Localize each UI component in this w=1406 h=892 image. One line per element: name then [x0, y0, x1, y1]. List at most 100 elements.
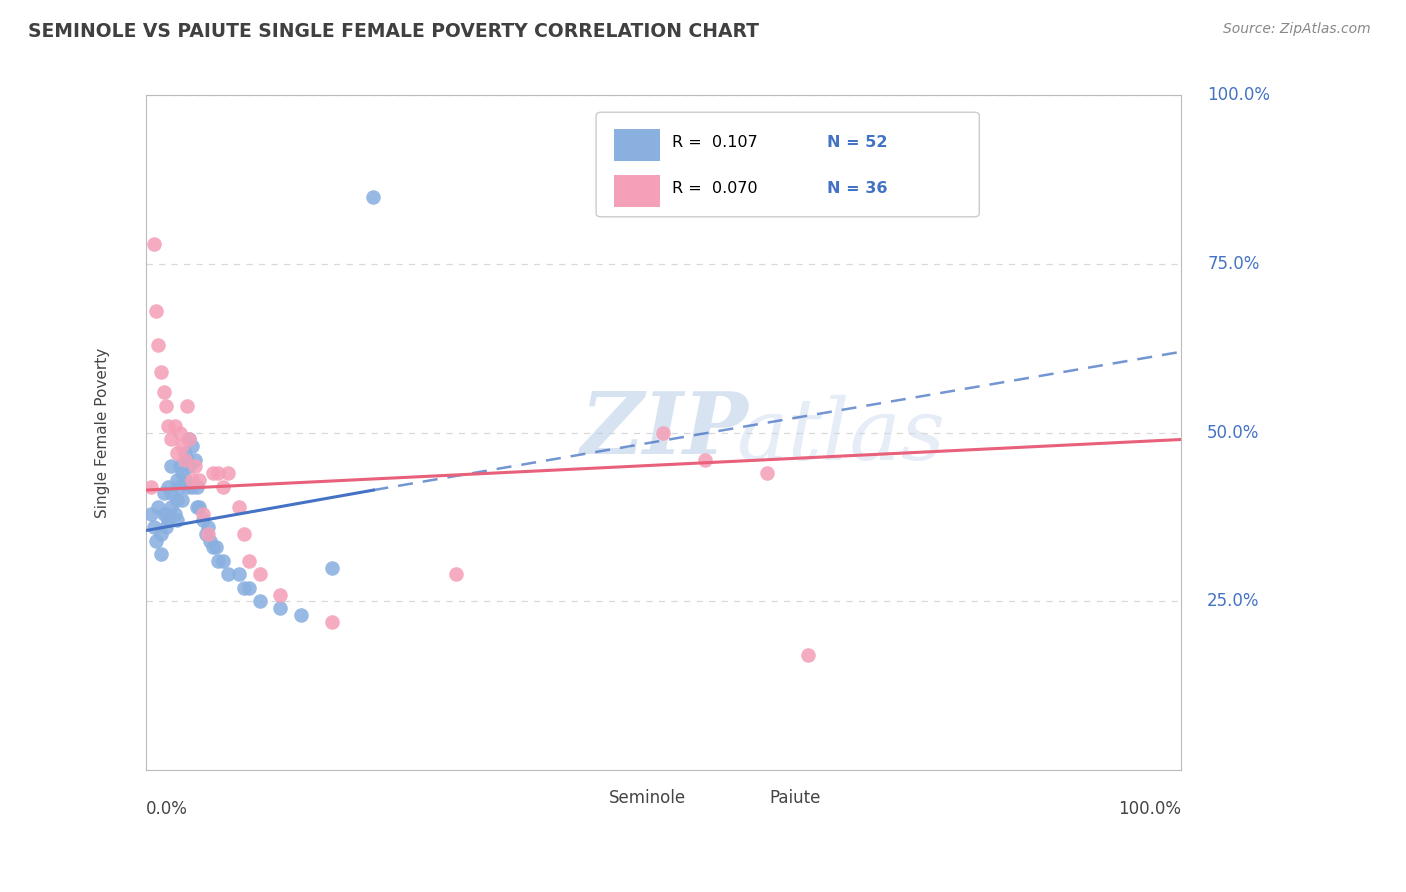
Point: [201, 541, 224, 555]
Text: Single Female Poverty: Single Female Poverty: [94, 348, 110, 518]
Point: [238, 554, 260, 568]
Point: [207, 554, 229, 568]
Text: 75.0%: 75.0%: [1208, 255, 1260, 273]
Text: Seminole: Seminole: [609, 789, 686, 806]
Point: [233, 527, 256, 541]
Point: [188, 473, 211, 487]
FancyBboxPatch shape: [596, 112, 980, 217]
Point: [212, 480, 235, 494]
Point: [150, 365, 173, 379]
Point: [181, 439, 204, 453]
Point: [233, 581, 256, 595]
Point: [163, 507, 186, 521]
Point: [217, 567, 239, 582]
Point: [174, 446, 197, 460]
Point: [652, 425, 675, 440]
Point: [184, 459, 207, 474]
Point: [176, 452, 198, 467]
Text: 100.0%: 100.0%: [1208, 87, 1270, 104]
Point: [174, 473, 197, 487]
FancyBboxPatch shape: [613, 175, 661, 207]
Point: [155, 507, 177, 521]
Point: [174, 452, 197, 467]
Point: [217, 467, 239, 481]
Point: [201, 467, 224, 481]
Point: [207, 467, 229, 481]
Point: [177, 433, 200, 447]
Point: [228, 500, 250, 514]
Point: [197, 520, 219, 534]
Point: [228, 567, 250, 582]
Point: [163, 419, 186, 434]
Point: [169, 459, 191, 474]
Text: 0.0%: 0.0%: [146, 800, 187, 819]
Point: [198, 533, 221, 548]
Point: [153, 507, 176, 521]
Text: atlas: atlas: [735, 395, 945, 477]
Point: [177, 433, 200, 447]
Text: 50.0%: 50.0%: [1208, 424, 1260, 442]
Text: ZIP: ZIP: [581, 388, 748, 471]
Point: [269, 588, 291, 602]
Point: [166, 473, 188, 487]
Point: [170, 467, 193, 481]
Point: [160, 433, 183, 447]
Point: [166, 493, 188, 508]
Point: [145, 304, 167, 318]
Point: [191, 507, 214, 521]
Point: [269, 601, 291, 615]
Point: [160, 486, 183, 500]
Point: [160, 459, 183, 474]
Point: [157, 513, 180, 527]
Point: [146, 500, 169, 514]
Point: [194, 527, 217, 541]
Point: [170, 493, 193, 508]
Point: [446, 567, 468, 582]
Text: N = 52: N = 52: [827, 135, 887, 150]
Point: [166, 446, 188, 460]
Point: [188, 500, 211, 514]
Point: [186, 480, 208, 494]
Text: Source: ZipAtlas.com: Source: ZipAtlas.com: [1223, 22, 1371, 37]
Text: R =  0.107: R = 0.107: [672, 135, 758, 150]
Point: [176, 399, 198, 413]
Point: [142, 236, 165, 251]
FancyBboxPatch shape: [575, 789, 602, 807]
Point: [176, 480, 198, 494]
Point: [184, 452, 207, 467]
Point: [142, 520, 165, 534]
Point: [146, 338, 169, 352]
FancyBboxPatch shape: [613, 129, 661, 161]
Point: [166, 513, 188, 527]
Text: Paiute: Paiute: [769, 789, 821, 806]
Point: [186, 500, 208, 514]
Text: 100.0%: 100.0%: [1118, 800, 1181, 819]
Point: [197, 527, 219, 541]
Text: SEMINOLE VS PAIUTE SINGLE FEMALE POVERTY CORRELATION CHART: SEMINOLE VS PAIUTE SINGLE FEMALE POVERTY…: [28, 22, 759, 41]
Point: [157, 480, 180, 494]
Text: 25.0%: 25.0%: [1208, 592, 1260, 610]
Point: [150, 527, 173, 541]
Point: [249, 567, 271, 582]
Point: [205, 541, 228, 555]
Point: [150, 547, 173, 561]
Point: [797, 648, 820, 663]
Text: N = 36: N = 36: [827, 181, 887, 196]
Point: [170, 439, 193, 453]
Point: [145, 533, 167, 548]
Point: [177, 459, 200, 474]
Point: [155, 520, 177, 534]
Point: [160, 500, 183, 514]
Point: [181, 480, 204, 494]
Point: [181, 473, 204, 487]
Point: [249, 594, 271, 608]
Point: [212, 554, 235, 568]
Point: [191, 513, 214, 527]
Point: [153, 385, 176, 400]
Point: [157, 419, 180, 434]
Point: [167, 480, 190, 494]
Point: [169, 425, 191, 440]
Point: [238, 581, 260, 595]
Point: [693, 452, 716, 467]
Point: [139, 480, 162, 494]
